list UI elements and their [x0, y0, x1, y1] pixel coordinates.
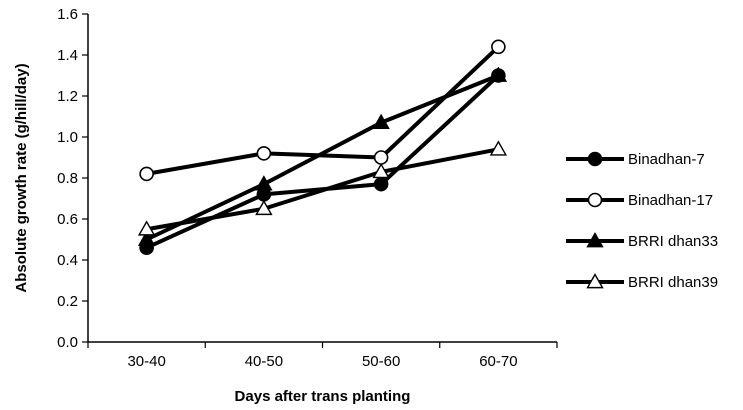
- series-brri-dhan39: [137, 140, 508, 236]
- data-point: [256, 146, 272, 161]
- data-point: [489, 66, 508, 82]
- legend-marker: [587, 192, 603, 208]
- x-tick-label: 50-60: [362, 353, 400, 370]
- data-point: [137, 230, 156, 246]
- legend-label: BRRI dhan39: [628, 274, 718, 291]
- legend-label: Binadhan-7: [628, 151, 705, 168]
- x-tick-label: 30-40: [127, 353, 165, 370]
- y-tick-label: 1.0: [57, 129, 78, 146]
- legend-marker: [586, 273, 604, 289]
- x-axis-title: Days after trans planting: [235, 388, 411, 405]
- legend-marker: [586, 232, 604, 248]
- y-tick-label: 0.2: [57, 293, 78, 310]
- y-tick-label: 1.4: [57, 47, 78, 64]
- series-line: [145, 73, 500, 242]
- data-point: [489, 140, 508, 156]
- legend-item: BRRI dhan33: [566, 232, 718, 250]
- series-brri-dhan33: [137, 66, 508, 246]
- data-point: [373, 150, 389, 165]
- y-tick-label: 1.2: [57, 88, 78, 105]
- y-tick-label: 0.0: [57, 334, 78, 351]
- y-axis-ticks: 0.0 0.2 0.4 0.6 0.8 1.0 1.2 1.4 1.6: [57, 6, 88, 351]
- legend-item: Binadhan-7: [566, 151, 705, 168]
- legend: Binadhan-7 Binadhan-17 BRRI dhan33 BRRI dha…: [566, 151, 718, 291]
- legend-item: Binadhan-17: [566, 192, 713, 209]
- data-point: [372, 113, 390, 129]
- data-point: [137, 220, 156, 236]
- data-point: [372, 162, 390, 179]
- series-layer: [137, 39, 508, 255]
- data-point: [373, 176, 389, 192]
- legend-label: Binadhan-17: [628, 192, 713, 209]
- data-point: [491, 39, 506, 55]
- y-tick-label: 0.6: [57, 211, 78, 228]
- series-line: [146, 147, 499, 232]
- x-axis-ticks: 30-40 40-50 50-60 60-70: [87, 342, 558, 370]
- data-point: [139, 166, 154, 182]
- data-point: [255, 175, 273, 191]
- data-point: [255, 199, 273, 216]
- legend-marker: [587, 151, 603, 167]
- y-tick-label: 0.4: [57, 252, 78, 269]
- x-tick-label: 40-50: [245, 353, 283, 370]
- y-axis-title: Absolute growth rate (g/hill/day): [13, 63, 30, 292]
- legend-label: BRRI dhan33: [628, 233, 718, 250]
- y-tick-label: 1.6: [57, 6, 78, 23]
- legend-item: BRRI dhan39: [566, 273, 718, 291]
- y-tick-label: 0.8: [57, 170, 78, 187]
- x-tick-label: 60-70: [479, 353, 517, 370]
